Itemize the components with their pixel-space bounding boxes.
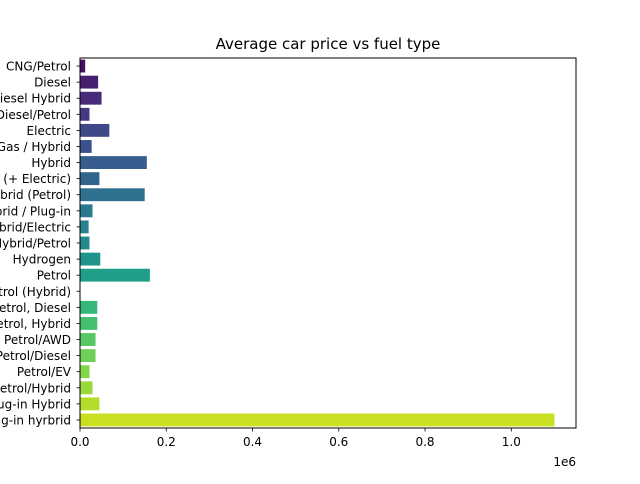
bar: [80, 220, 89, 233]
x-tick-label: 0.8: [415, 435, 434, 449]
y-tick-label: Petrol/AWD: [4, 333, 71, 347]
y-tick-label: Hybrid (Petrol): [0, 188, 71, 202]
y-tick-label: Diesel/Petrol: [0, 108, 71, 122]
bar: [80, 333, 96, 346]
x-axis-ticks: 0.0 0.2 0.4 0.6 0.8 1.0: [70, 428, 520, 449]
bar: [80, 140, 92, 153]
x-tick-label: 0.4: [243, 435, 262, 449]
bar: [80, 172, 99, 185]
y-tick-label: Petrol, Diesel: [0, 301, 71, 315]
y-axis-ticks: CNG/Petrol Diesel Diesel Hybrid Diesel/Petr…: [0, 60, 80, 428]
x-tick-label: 0.2: [157, 435, 176, 449]
bar: [80, 237, 89, 250]
x-tick-label: 1.0: [502, 435, 521, 449]
bar: [80, 349, 96, 362]
y-tick-label: Hybrid (+ Electric): [0, 172, 71, 186]
y-tick-label: Diesel Hybrid: [0, 92, 71, 106]
bar: [80, 381, 93, 394]
y-tick-label: Gas / Hybrid: [0, 140, 71, 154]
y-tick-label: Plug-in Hybrid: [0, 397, 71, 411]
plot-area-frame: [80, 58, 576, 428]
y-tick-label: CNG/Petrol: [6, 60, 71, 74]
y-tick-label: Hybrid: [31, 156, 71, 170]
y-tick-label: Hybrid/Petrol: [0, 237, 71, 251]
y-tick-label: Hybrid/Electric: [0, 220, 71, 234]
y-tick-label: Hybrid / Plug-in: [0, 204, 71, 218]
bar: [80, 204, 93, 217]
bar: [80, 414, 554, 427]
y-tick-label: Petrol (Hybrid): [0, 285, 71, 299]
y-tick-label: Electric: [27, 124, 71, 138]
bar: [80, 269, 150, 282]
bar: [80, 397, 99, 410]
y-tick-label: Plug-in hyrbrid: [0, 413, 71, 427]
bar: [80, 156, 147, 169]
bar: [80, 124, 109, 137]
bar: [80, 365, 89, 378]
bar: [80, 92, 102, 105]
bars-group: [80, 60, 554, 427]
bar: [80, 76, 98, 89]
bar: [80, 317, 97, 330]
y-tick-label: Petrol/EV: [17, 365, 72, 379]
x-axis-offset-label: 1e6: [553, 455, 576, 469]
bar: [80, 188, 145, 201]
bar: [80, 60, 85, 73]
y-tick-label: Petrol/Diesel: [0, 349, 71, 363]
bar: [80, 108, 89, 121]
chart-title: Average car price vs fuel type: [216, 35, 441, 53]
y-tick-label: Petrol, Hybrid: [0, 317, 71, 331]
bar: [80, 301, 97, 314]
x-tick-label: 0.6: [329, 435, 348, 449]
bar: [80, 253, 100, 266]
y-tick-label: Petrol: [37, 269, 71, 283]
y-tick-label: Hydrogen: [13, 253, 71, 267]
y-tick-label: Petrol/Hybrid: [0, 381, 71, 395]
x-tick-label: 0.0: [70, 435, 89, 449]
y-tick-label: Diesel: [34, 76, 71, 90]
